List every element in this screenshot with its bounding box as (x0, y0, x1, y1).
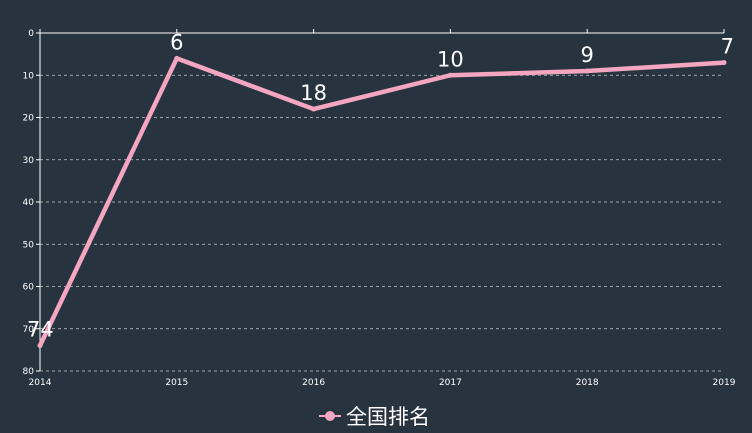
axes (36, 29, 725, 372)
x-tick-label: 2015 (165, 378, 188, 388)
data-point[interactable] (584, 68, 590, 74)
x-tick-label: 2018 (576, 378, 599, 388)
data-point[interactable] (447, 72, 453, 78)
y-tick-label: 0 (28, 29, 34, 39)
data-labels: 74 6 18 10 9 7 (27, 30, 734, 341)
x-tick-label: 2017 (439, 378, 462, 388)
data-label: 10 (437, 47, 464, 71)
data-label: 6 (170, 30, 183, 54)
data-point[interactable] (721, 60, 727, 66)
y-tick-label: 30 (23, 156, 35, 166)
series-line (37, 56, 727, 348)
x-tick-label: 2016 (302, 378, 325, 388)
data-label: 74 (27, 318, 54, 342)
y-tick-label: 10 (23, 71, 35, 81)
legend[interactable]: 全国排名 (319, 405, 430, 429)
legend-label[interactable]: 全国排名 (346, 405, 430, 429)
data-label: 7 (721, 35, 734, 59)
grid-lines (40, 74, 724, 372)
data-label: 9 (581, 43, 594, 67)
y-tick-label: 80 (23, 367, 35, 377)
x-tick-label: 2019 (713, 378, 736, 388)
y-tick-label: 60 (23, 283, 35, 293)
y-tick-label: 70 (23, 325, 35, 335)
series-lines (37, 55, 727, 349)
data-point[interactable] (174, 55, 180, 61)
y-tick-label: 20 (23, 114, 35, 124)
y-tick-label: 40 (23, 198, 35, 208)
data-point[interactable] (311, 106, 317, 112)
x-tick-label: 2014 (29, 378, 52, 388)
legend-marker (325, 411, 335, 421)
x-axis-tick-labels: 2014 2015 2016 2017 2018 2019 (29, 378, 736, 388)
data-label: 18 (300, 81, 327, 105)
y-tick-label: 50 (23, 240, 35, 250)
data-point[interactable] (37, 343, 43, 349)
y-axis-tick-labels: 0 10 20 30 40 50 60 70 80 (23, 29, 35, 377)
